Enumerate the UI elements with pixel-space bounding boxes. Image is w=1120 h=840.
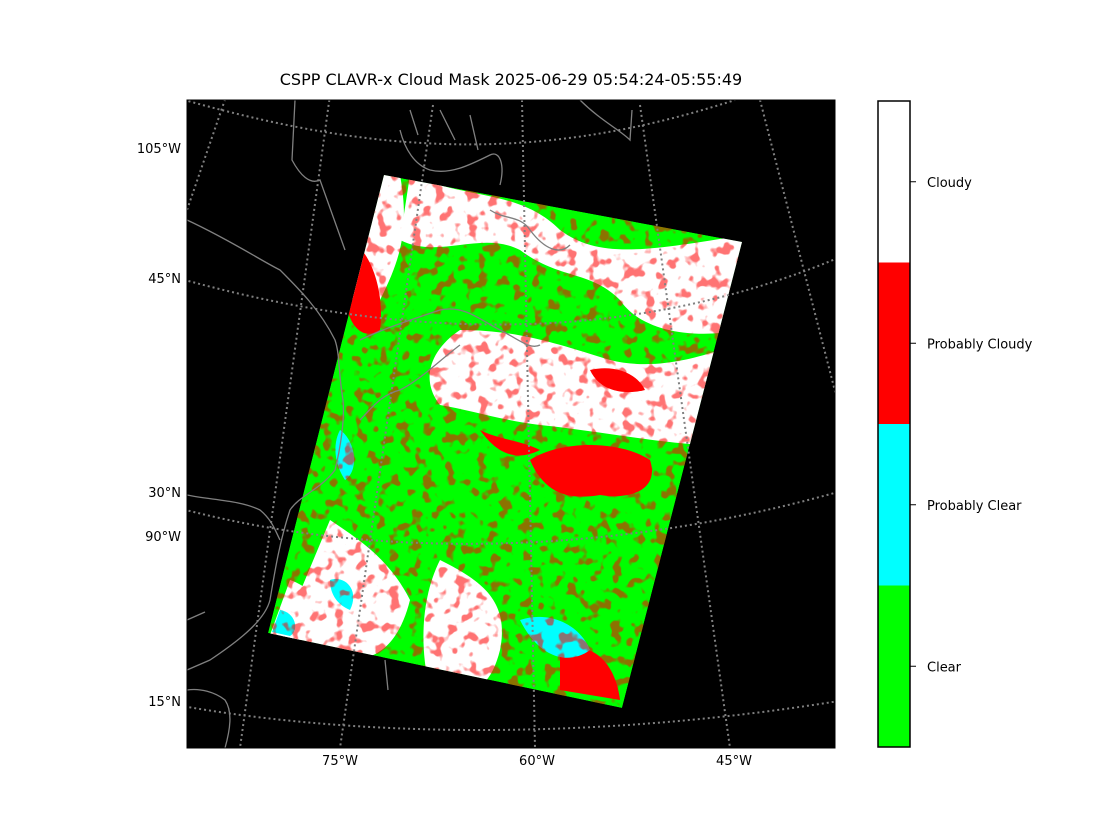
map-frame bbox=[186, 99, 836, 749]
colorbar: Cloudy Probably Cloudy Probably Clear Clear bbox=[877, 100, 1033, 748]
colorbar-segment-cloudy bbox=[878, 101, 910, 263]
colorbar-segment-clear bbox=[878, 585, 910, 747]
map-axis-labels: 105°W 45°N 30°N 90°W 15°N 75°W 60°W 45°W bbox=[137, 142, 752, 769]
label-45n: 45°N bbox=[148, 272, 181, 287]
colorbar-label: Clear bbox=[927, 660, 962, 675]
label-105w: 105°W bbox=[137, 142, 181, 157]
colorbar-label: Probably Cloudy bbox=[927, 337, 1033, 352]
label-75w: 75°W bbox=[322, 754, 358, 769]
map-title: CSPP CLAVR-x Cloud Mask 2025-06-29 05:54… bbox=[279, 70, 743, 89]
graticule bbox=[187, 100, 835, 748]
colorbar-label: Cloudy bbox=[927, 176, 972, 191]
colorbar-frame bbox=[877, 100, 911, 748]
label-90w: 90°W bbox=[145, 530, 181, 545]
colorbar-segment-probably-cloudy bbox=[878, 262, 910, 424]
label-45w: 45°W bbox=[716, 754, 752, 769]
label-15n: 15°N bbox=[148, 695, 181, 710]
colorbar-label: Probably Clear bbox=[927, 499, 1022, 514]
label-30n: 30°N bbox=[148, 486, 181, 501]
coastline bbox=[187, 100, 633, 748]
label-60w: 60°W bbox=[519, 754, 555, 769]
colorbar-segment-probably-clear bbox=[878, 424, 910, 586]
